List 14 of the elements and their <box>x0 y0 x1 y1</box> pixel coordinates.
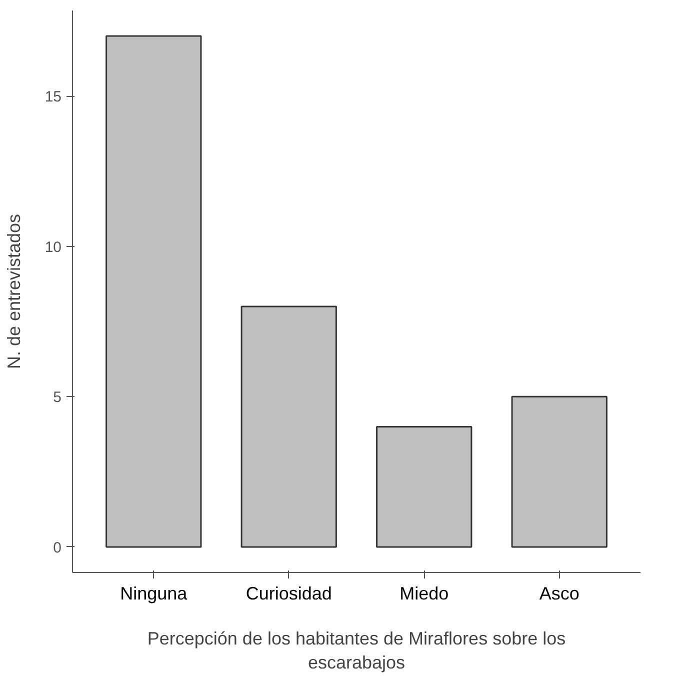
y-tick-label: 10 <box>44 238 62 256</box>
x-axis-title: Percepción de los habitantes de Miraflores sobre los escarabajos <box>147 628 566 672</box>
x-tick-label: Curiosidad <box>246 584 332 604</box>
bar <box>106 35 202 548</box>
y-tick-label: 5 <box>53 389 62 406</box>
bar <box>240 306 337 548</box>
y-axis-title: N. de entrevistados <box>4 214 24 370</box>
y-tick-label: 0 <box>53 539 62 556</box>
bar <box>376 426 472 548</box>
y-tick-label: 15 <box>44 88 62 106</box>
bar <box>511 396 608 548</box>
x-tick-label: Ninguna <box>120 584 188 604</box>
x-tick-label: Asco <box>539 584 580 604</box>
x-tick-label: Miedo <box>400 584 449 604</box>
